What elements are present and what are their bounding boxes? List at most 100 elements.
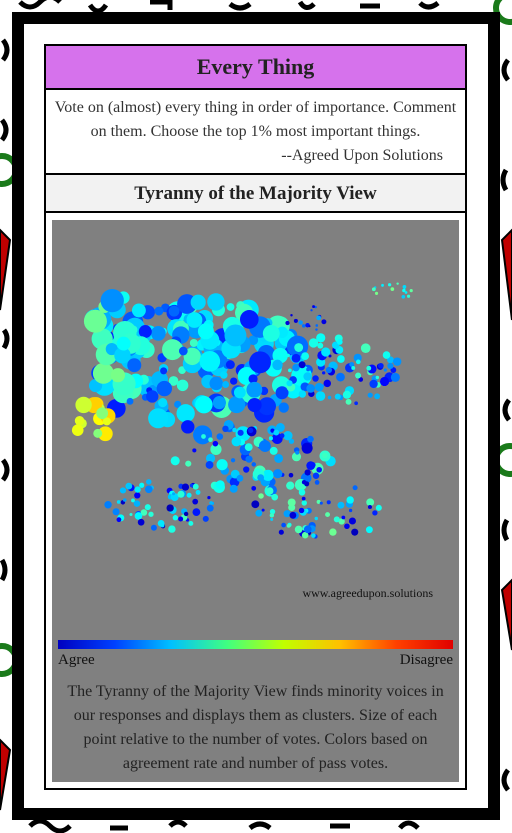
cluster-dot <box>293 318 298 323</box>
color-scale <box>58 640 453 649</box>
cluster-dot <box>110 368 126 383</box>
cluster-dot <box>105 343 118 356</box>
cluster-dot <box>301 442 313 454</box>
cluster-dot <box>369 379 378 389</box>
cluster-dot <box>351 365 356 370</box>
cluster-dot <box>257 474 265 481</box>
cluster-dot <box>307 435 314 443</box>
cluster-dot <box>301 480 307 485</box>
cluster-dot <box>403 288 406 291</box>
cluster-dot <box>181 420 195 434</box>
cluster-dot <box>298 507 305 514</box>
legend-low: Agree <box>58 652 95 668</box>
cluster-dot <box>192 508 201 517</box>
cluster-dot <box>212 440 219 447</box>
cluster-plot <box>71 282 413 539</box>
cluster-dot <box>269 509 276 515</box>
cluster-dot <box>172 492 176 496</box>
cluster-dot <box>178 516 184 522</box>
cluster-dot <box>288 438 295 444</box>
cluster-dot <box>322 452 328 459</box>
cluster-dot <box>301 531 309 539</box>
cluster-dot <box>316 315 322 321</box>
cluster-dot <box>134 492 141 499</box>
cluster-dot <box>100 288 124 313</box>
cluster-dot <box>92 362 114 384</box>
cluster-dot <box>401 294 406 299</box>
cluster-dot <box>188 521 194 526</box>
cluster-dot <box>316 499 321 504</box>
cluster-dot <box>248 335 259 346</box>
cluster-dot <box>249 351 272 374</box>
cluster-dot <box>176 404 195 423</box>
description: Vote on (almost) every thing in order of… <box>46 90 465 175</box>
cluster-dot <box>301 352 310 361</box>
cluster-dot <box>349 362 355 367</box>
cluster-dot <box>326 500 331 505</box>
cluster-dot <box>186 312 203 328</box>
cluster-dot <box>310 309 313 312</box>
cluster-dot <box>195 395 213 414</box>
cluster-dot <box>157 519 165 527</box>
cluster-dot <box>216 459 228 471</box>
cluster-dot <box>288 368 292 373</box>
cluster-dot <box>286 380 293 387</box>
cluster-dot <box>134 512 143 520</box>
cluster-dot <box>303 372 312 381</box>
cluster-dot <box>125 482 133 490</box>
cluster-dot <box>315 328 318 331</box>
cluster-dot <box>301 324 306 328</box>
cluster-dot <box>354 401 358 406</box>
cluster-dot <box>243 466 250 473</box>
watermark: www.agreedupon.solutions <box>302 586 433 600</box>
cluster-dot <box>119 487 127 494</box>
cluster-dot <box>382 351 391 359</box>
cluster-dot <box>372 510 378 516</box>
cluster-dot <box>206 504 214 512</box>
cluster-dot <box>291 353 301 363</box>
cluster-dot <box>205 461 214 469</box>
cluster-dot <box>177 490 185 498</box>
cluster-dot <box>209 376 224 391</box>
cluster-dot <box>133 500 141 507</box>
cluster-dot <box>334 393 341 400</box>
cluster-dot <box>170 493 179 502</box>
cluster-dot <box>272 347 288 364</box>
cluster-dot <box>183 347 201 366</box>
attribution: --Agreed Upon Solutions <box>281 147 443 164</box>
cluster-dot <box>338 518 345 525</box>
frame: Every Thing Vote on (almost) every thing… <box>12 12 500 820</box>
cluster-dot <box>220 371 228 379</box>
cluster-dot <box>181 483 190 491</box>
cluster-dot <box>229 484 238 493</box>
cluster-dot <box>226 303 235 311</box>
cluster-dot <box>402 285 407 289</box>
cluster-dot <box>390 372 400 382</box>
cluster-dot <box>224 324 247 347</box>
cluster-dot <box>396 282 399 285</box>
cluster-dot <box>315 324 319 327</box>
cluster-dot <box>301 500 307 506</box>
cluster-dot <box>367 504 372 510</box>
cluster-dot <box>201 434 206 439</box>
cluster-dot <box>192 448 197 453</box>
cluster-dot <box>298 489 306 496</box>
cluster-dot <box>251 500 260 509</box>
cluster-dot <box>336 372 345 382</box>
cluster-dot <box>322 371 326 375</box>
cluster-dot <box>294 525 303 534</box>
cluster-dot <box>138 325 152 339</box>
cluster-dot <box>279 433 285 439</box>
cluster-dot <box>346 496 354 504</box>
cluster-dot <box>374 393 381 400</box>
cluster-dot <box>325 366 333 374</box>
cluster-dot <box>298 320 303 325</box>
cluster-dot <box>258 493 264 499</box>
cluster-dot <box>75 396 92 414</box>
cluster-dot <box>352 485 358 491</box>
legend-high: Disagree <box>399 652 453 668</box>
cluster-dot <box>190 294 206 310</box>
cluster-dot <box>126 397 134 405</box>
cluster-dot <box>286 353 290 358</box>
